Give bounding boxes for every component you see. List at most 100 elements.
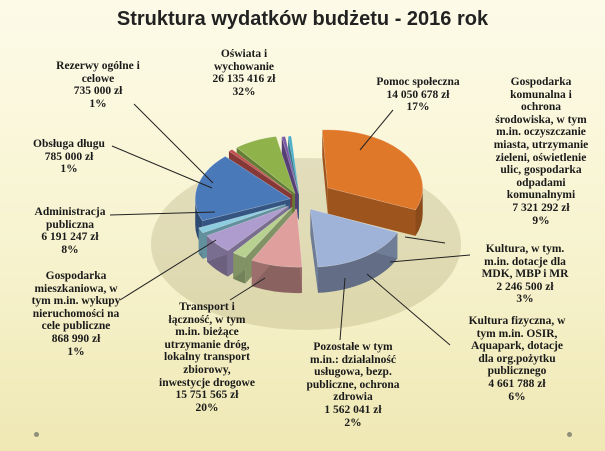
slice-amount: 14 050 678 zł [386, 88, 450, 101]
slice-label-line: Aquapark, dotacje [470, 340, 563, 353]
slice-percent: 9% [532, 214, 550, 227]
slice-label-line: m.in. oczyszczanie [496, 126, 586, 139]
slice-amount: 2 246 500 zł [496, 280, 554, 293]
slice-label-line: Pomoc społeczna [376, 76, 460, 88]
slice-wall-1-1 [310, 209, 319, 293]
slice-label-line: środowiska, w tym [495, 113, 587, 126]
slice-4 [206, 205, 289, 251]
slice-percent: 6% [508, 390, 526, 403]
slice-amount: 26 135 416 zł [212, 73, 276, 86]
slice-label-line: Kultura, w tym. [485, 243, 565, 255]
leader-line-1 [359, 109, 394, 151]
slice-label-9: Obsługa długu 785 000 zł 1% [14, 138, 124, 176]
slice-0 [321, 129, 423, 211]
slice-amount: 785 000 zł [44, 150, 94, 163]
slice-5 [198, 204, 286, 234]
slice-1 [310, 208, 398, 268]
slice-amount: 4 661 788 zł [488, 377, 546, 390]
slice-wall-3-1 [233, 207, 293, 279]
slice-percent: 1% [60, 163, 78, 176]
leader-line-10 [133, 103, 214, 184]
slice-label-line: zbiorowy, [183, 363, 231, 376]
slice-label-line: odpadami [516, 176, 566, 189]
slice-label-line: zdrowia [333, 391, 373, 404]
slice-side-1-0 [318, 232, 398, 293]
slice-amount: 6 191 247 zł [41, 231, 99, 244]
slice-label-1: Pomoc społeczna 14 050 678 zł 17% [368, 76, 468, 114]
slice-label-3: Kultura, w tym. m.in. dotacje dla MDK, MBP… [466, 243, 584, 306]
slice-amount: 7 321 292 zł [512, 201, 570, 214]
slice-label-6: Transport i łączność, w tym m.in. bieżące u… [137, 301, 277, 414]
slide-dot-left [34, 432, 39, 437]
slice-percent: 2% [344, 416, 362, 429]
slice-2 [251, 208, 303, 268]
slice-label-line: utrzymanie dróg, [164, 338, 250, 351]
slice-7 [228, 149, 293, 195]
slice-label-line: łączność, w tym [168, 313, 246, 326]
chart-title: Struktura wydatków budżetu - 2016 rok [116, 8, 489, 30]
leader-line-2 [404, 236, 446, 244]
slice-label-line: Transport i [179, 301, 235, 313]
slice-percent: 8% [61, 243, 79, 256]
slice-label-2: Gospodarka komunalna i ochrona środowiska, … [482, 76, 600, 227]
slice-3 [232, 206, 293, 258]
slice-label-line: zieleni, oświetlenie [495, 151, 587, 164]
leader-line-4 [366, 273, 451, 346]
slice-percent: 32% [232, 85, 256, 98]
slice-percent: 17% [406, 101, 430, 114]
slice-label-10: Rezerwy ogólne i celowe 735 000 zł 1% [43, 60, 153, 110]
slice-label-line: Administracja [34, 206, 106, 218]
slice-label-line: wychowanie [213, 60, 275, 73]
slice-label-line: publicznego [487, 365, 547, 378]
slice-label-line: Obsługa długu [33, 138, 105, 150]
slice-label-line: dla org.pożytku [478, 352, 556, 365]
slice-6 [194, 156, 291, 222]
slice-amount: 1 562 041 zł [324, 403, 382, 416]
slice-label-8: Administracja publiczna 6 191 247 zł 8% [15, 206, 125, 256]
slice-label-line: usługowa, bezp. [314, 366, 392, 379]
slice-label-4: Kultura fizyczna, w tym m.in. OSIR, Aquapa… [448, 315, 586, 403]
slice-label-line: ulic, gospodarka [500, 164, 582, 177]
slice-label-line: lokalny transport [164, 351, 250, 364]
slice-side-0-0 [415, 187, 423, 236]
slice-label-line: m.in. bieżące [175, 326, 239, 339]
leader-line-3 [389, 254, 471, 263]
slice-percent: 1% [67, 345, 85, 358]
leader-line-7 [119, 239, 217, 301]
slice-label-line: Kultura fizyczna, w [468, 315, 566, 327]
slice-label-line: m.in. dotacje dla [484, 255, 566, 268]
slice-label-5: Pozostałe w tym m.in.: działalność usługow… [288, 341, 418, 429]
slice-label-line: tym m.in. wykupy [31, 295, 121, 308]
slice-label-line: Pozostałe w tym [313, 341, 393, 353]
slice-wall-0-0 [322, 129, 328, 214]
leader-line-5 [339, 277, 346, 341]
slice-amount: 15 751 565 zł [175, 389, 239, 402]
slice-label-line: ochrona [520, 101, 562, 114]
slice-label-line: m.in.: działalność [310, 353, 396, 366]
slice-label-line: komunalnymi [506, 189, 576, 202]
slice-label-line: celowe [81, 72, 115, 85]
slice-percent: 1% [89, 97, 107, 110]
leader-line-6 [229, 277, 266, 301]
slice-label-line: MDK, MBP i MR [481, 268, 569, 281]
slice-label-line: inwestycje drogowe [159, 376, 255, 389]
slice-label-line: mieszkaniowa, w [34, 282, 118, 295]
slice-amount: 735 000 zł [73, 85, 123, 98]
slice-amount: 868 990 zł [51, 332, 101, 345]
slice-label-line: Gospodarka [510, 76, 572, 88]
slice-label-0: Oświata i wychowanie 26 135 416 zł 32% [199, 48, 289, 98]
slice-label-line: publiczne, ochrona [306, 378, 400, 391]
slice-label-7: Gospodarka mieszkaniowa, w tym m.in. wykup… [1, 270, 151, 358]
slice-label-line: tym m.in. OSIR, [476, 327, 558, 340]
leader-line-9 [111, 145, 213, 189]
slice-label-line: Oświata i [220, 48, 268, 60]
slice-percent: 3% [516, 293, 534, 306]
slice-wall-0-1 [327, 187, 416, 236]
slice-10 [287, 135, 300, 194]
slide-dot-right [567, 432, 572, 437]
slice-8 [236, 136, 296, 195]
slice-label-line: miasta, utrzymanie [493, 138, 589, 151]
slice-9 [281, 136, 299, 194]
slice-percent: 20% [195, 401, 219, 414]
